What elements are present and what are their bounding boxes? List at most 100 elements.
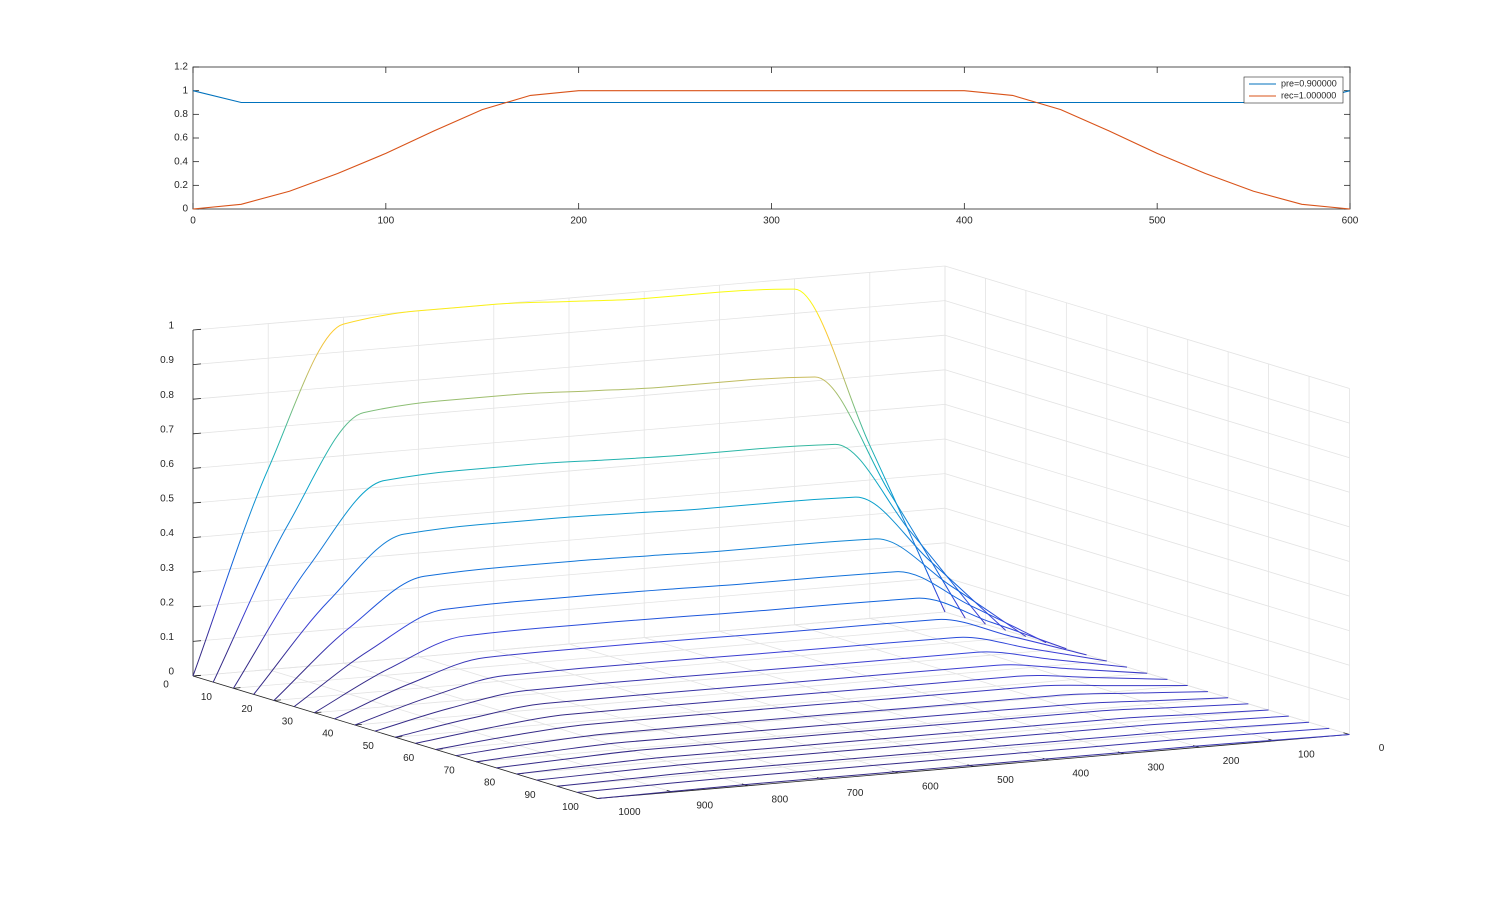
grid-line <box>314 648 1067 714</box>
waterfall-line <box>415 674 1168 744</box>
grid-line <box>192 369 946 435</box>
line <box>192 90 1351 104</box>
x-tick-label: 200 <box>1223 756 1240 767</box>
x-tick-label: 0 <box>1379 743 1385 754</box>
x-tick-label: 800 <box>772 794 789 805</box>
grid-line <box>192 473 946 538</box>
grid-line <box>476 697 1229 763</box>
y-tick-label: 0.8 <box>174 109 188 120</box>
y-tick-label: 70 <box>444 765 456 776</box>
waterfall-line <box>536 715 1289 781</box>
waterfall-line <box>354 636 1107 726</box>
waterfall-line <box>556 721 1310 787</box>
z-tick-label: 0.2 <box>160 597 174 608</box>
grid-line <box>944 438 1350 562</box>
legend-label: pre=0.900000 <box>1281 78 1337 88</box>
x-tick-label: 600 <box>922 782 939 793</box>
z-tick <box>192 467 202 469</box>
grid-line <box>944 300 1350 424</box>
grid-line <box>192 265 946 331</box>
y-tick-label: 90 <box>524 790 536 801</box>
waterfall-line <box>395 664 1148 738</box>
waterfall-line <box>293 571 1047 708</box>
grid-line <box>192 334 946 400</box>
grid-line <box>192 611 946 677</box>
grid-line <box>435 685 1188 750</box>
waterfall-line <box>314 597 1067 714</box>
grid-line <box>192 542 946 608</box>
y-tick-label: 1 <box>182 85 188 96</box>
waterfall-line <box>455 691 1208 757</box>
x-tick-label: 300 <box>1148 762 1165 773</box>
z-tick <box>192 536 202 538</box>
y-tick <box>314 711 322 714</box>
x-tick-label: 0 <box>190 216 196 227</box>
waterfall-line <box>435 684 1188 750</box>
grid-line <box>395 672 1148 738</box>
z-tick-label: 1 <box>168 321 174 332</box>
waterfall-line <box>577 727 1330 793</box>
z-tick <box>192 432 202 435</box>
y-tick-label: 100 <box>562 802 579 813</box>
waterfall-line <box>192 288 946 677</box>
plot-area <box>192 66 1351 210</box>
grid-line <box>192 404 946 469</box>
grid-line <box>192 300 946 365</box>
grid-line <box>233 623 986 689</box>
z-tick-label: 0.6 <box>160 459 174 470</box>
waterfall-line <box>597 734 1350 799</box>
y-tick-label: 0.6 <box>174 133 188 144</box>
z-tick-label: 0.7 <box>160 424 174 435</box>
x-tick-label: 500 <box>1149 216 1166 227</box>
line <box>192 90 1351 210</box>
grid-line <box>557 721 1310 787</box>
waterfall-line <box>273 538 1027 701</box>
x-tick-label: 100 <box>377 216 394 227</box>
waterfall-line <box>253 496 1007 695</box>
z-tick-label: 0.1 <box>160 632 174 643</box>
x-tick-label: 1000 <box>618 807 641 818</box>
waterfall-line <box>334 618 1087 720</box>
grid-line <box>273 636 1026 701</box>
z-tick-label: 0.8 <box>160 390 174 401</box>
y-tick-label: 0 <box>182 204 188 215</box>
z-tick <box>192 605 202 608</box>
y-tick <box>192 675 201 677</box>
grid-line <box>944 507 1350 632</box>
y-tick-label: 60 <box>403 753 415 764</box>
x-tick-label: 200 <box>570 216 587 227</box>
legend-label: rec=1.000000 <box>1281 90 1336 100</box>
z-tick-label: 0.4 <box>160 528 174 539</box>
waterfall-line <box>212 376 966 683</box>
grid-line <box>944 473 1350 597</box>
y-tick-label: 0.4 <box>174 156 188 167</box>
grid-line <box>516 709 1269 775</box>
x-tick-label: 400 <box>956 216 973 227</box>
waterfall-line <box>516 709 1269 775</box>
grid-line <box>192 577 946 642</box>
grid-line <box>944 542 1350 666</box>
z-tick <box>192 398 202 400</box>
grid-line <box>944 265 1350 389</box>
x-tick-label: 500 <box>997 775 1014 786</box>
y-tick-label: 50 <box>363 741 375 752</box>
legend-box <box>1243 76 1344 104</box>
z-tick-label: 0.3 <box>160 563 174 574</box>
y-tick-label: 20 <box>241 704 253 715</box>
waterfall-line <box>233 443 986 689</box>
z-tick-label: 0 <box>168 667 174 678</box>
x-tick-label: 700 <box>847 788 864 799</box>
grid-line <box>944 369 1350 493</box>
z-tick-label: 0.5 <box>160 494 174 505</box>
z-tick <box>192 640 202 642</box>
z-tick-label: 0.9 <box>160 355 174 366</box>
grid-line <box>192 507 946 573</box>
grid-line <box>944 577 1350 701</box>
z-tick <box>192 363 202 365</box>
waterfall-line <box>476 697 1229 763</box>
y-tick-label: 0.2 <box>174 180 188 191</box>
y-tick-label: 80 <box>484 778 496 789</box>
x-tick-label: 900 <box>696 801 713 812</box>
